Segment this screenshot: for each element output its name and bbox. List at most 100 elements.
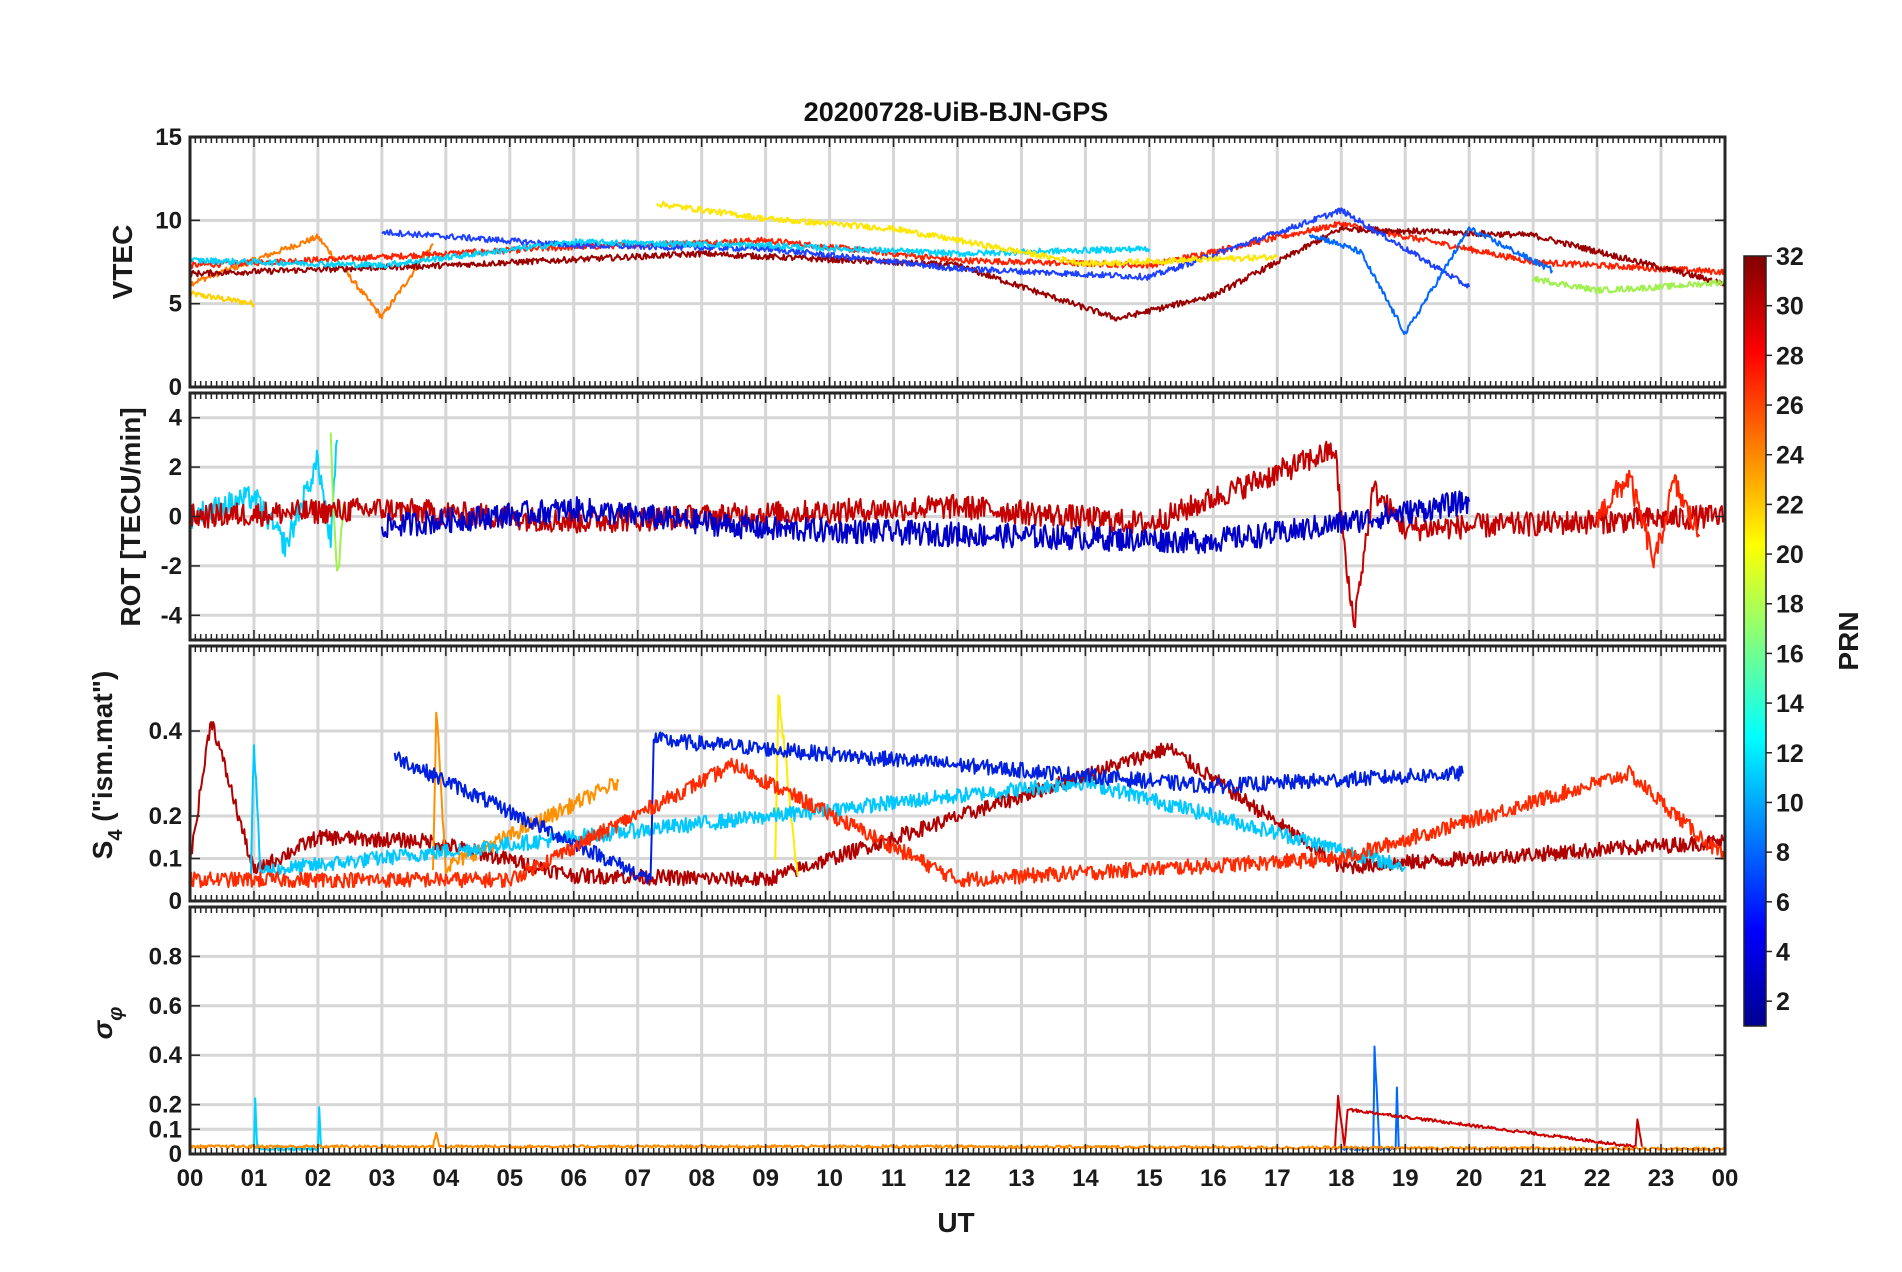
colorbar-tick-label: 14 <box>1776 690 1804 718</box>
series-line <box>1308 226 1554 336</box>
y-tick-label: -4 <box>161 602 183 629</box>
x-tick-label: 18 <box>1328 1165 1355 1192</box>
y-tick-label: 0.8 <box>149 943 182 970</box>
series-line <box>1333 1094 1643 1150</box>
chart-title: 20200728-UiB-BJN-GPS <box>804 97 1109 127</box>
x-tick-label: 14 <box>1072 1165 1099 1192</box>
y-label-sigma-phi: σφ <box>87 1007 127 1040</box>
series-line <box>189 721 1726 888</box>
series-line <box>380 490 1471 555</box>
x-tick-label: 12 <box>944 1165 971 1192</box>
series-line <box>432 711 620 874</box>
x-tick-label: 06 <box>560 1165 587 1192</box>
sigma-phi-panel: 00.10.2 0.4 0.6 0.8 <box>149 905 1727 1168</box>
colorbar-tick-label: 16 <box>1776 640 1804 668</box>
colorbar-tick-label: 18 <box>1776 591 1804 619</box>
x-tick-label: 19 <box>1392 1165 1419 1192</box>
y-tick-label: 0 <box>169 1141 182 1168</box>
x-tick-label: 16 <box>1200 1165 1227 1192</box>
y-tick-label: 0 <box>169 888 182 915</box>
colorbar-tick-label: 22 <box>1776 491 1804 519</box>
x-tick-label: 10 <box>816 1165 843 1192</box>
y-tick-label: 0.4 <box>149 718 183 745</box>
x-tick-label: 09 <box>752 1165 779 1192</box>
x-tick-labels: 00 01 02 03 04 05 06 07 08 09 10 11 12 13 14 15 16 17 18 19… <box>177 1165 1739 1192</box>
series-line <box>189 221 1726 276</box>
y-tick-label: 5 <box>169 291 182 318</box>
series-line <box>1596 469 1701 569</box>
x-tick-label: 13 <box>1008 1165 1035 1192</box>
y-tick-label: 0 <box>169 504 182 531</box>
series-line <box>329 432 345 572</box>
y-label-rot: ROT [TECU/min] <box>115 407 146 626</box>
series-line <box>189 757 1726 889</box>
colorbar-tick-label: 4 <box>1776 938 1790 966</box>
series-line <box>189 440 1726 629</box>
x-tick-label: 21 <box>1520 1165 1547 1192</box>
series-line <box>774 694 799 876</box>
x-tick-label: 00 <box>1712 1165 1739 1192</box>
colorbar-tick-label: 20 <box>1776 541 1804 569</box>
grid <box>190 907 1725 1156</box>
series-line <box>249 744 1406 881</box>
series-line <box>393 731 1464 885</box>
colorbar-tick-label: 6 <box>1776 889 1790 917</box>
x-tick-label: 23 <box>1648 1165 1675 1192</box>
y-tick-label: 10 <box>155 207 182 234</box>
y-tick-label: 4 <box>169 405 183 432</box>
y-label-s4: S4 ("ism.mat") <box>87 671 127 860</box>
y-tick-label: 15 <box>155 124 182 151</box>
colorbar-tick-label: 24 <box>1776 442 1804 470</box>
y-label-vtec: VTEC <box>107 225 138 300</box>
x-tick-label: 17 <box>1264 1165 1291 1192</box>
x-tick-label: 08 <box>688 1165 715 1192</box>
x-tick-label: 00 <box>177 1165 204 1192</box>
tick-marks <box>189 136 1726 388</box>
series-lines <box>189 694 1726 889</box>
x-tick-label: 15 <box>1136 1165 1163 1192</box>
colorbar-tick-label: 30 <box>1776 293 1804 321</box>
x-tick-label: 01 <box>241 1165 268 1192</box>
x-tick-label: 07 <box>624 1165 651 1192</box>
grid <box>190 393 1725 640</box>
y-tick-label: 0.2 <box>149 1092 182 1119</box>
series-line <box>189 238 1151 269</box>
vtec-panel: 0 5 10 15 <box>155 124 1727 401</box>
series-lines <box>189 432 1726 629</box>
s4-panel: 0 0.1 0.2 0.4 <box>149 644 1727 915</box>
x-tick-label: 02 <box>305 1165 332 1192</box>
series-line <box>1341 1045 1400 1152</box>
tick-marks <box>189 393 1726 640</box>
x-axis-label: UT <box>937 1207 974 1238</box>
colorbar-tick-label: 26 <box>1776 392 1804 420</box>
colorbar-gradient <box>1743 255 1767 1027</box>
x-tick-label: 04 <box>432 1165 459 1192</box>
series-line <box>189 233 434 320</box>
y-tick-label: 0.1 <box>149 1116 182 1143</box>
colorbar-tick-label: 28 <box>1776 342 1804 370</box>
colorbar-tick-label: 8 <box>1776 839 1790 867</box>
colorbar-tick-label: 32 <box>1776 243 1804 271</box>
x-tick-label: 22 <box>1584 1165 1611 1192</box>
y-tick-label: 0.6 <box>149 993 182 1020</box>
x-tick-label: 20 <box>1456 1165 1483 1192</box>
x-tick-label: 03 <box>369 1165 396 1192</box>
series-lines <box>189 200 1726 336</box>
tick-marks <box>189 646 1726 902</box>
x-tick-label: 11 <box>881 1165 906 1192</box>
series-line <box>189 225 1726 322</box>
series-line <box>381 207 1471 289</box>
y-tick-label: 0.4 <box>149 1042 183 1069</box>
y-tick-label: 0.2 <box>149 803 182 830</box>
y-tick-label: 2 <box>169 454 182 481</box>
y-tick-label: -2 <box>161 553 182 580</box>
series-line <box>1532 275 1726 295</box>
colorbar-tick-label: 10 <box>1776 789 1804 817</box>
colorbar-tick-label: 2 <box>1776 988 1790 1016</box>
tick-marks <box>189 907 1726 1155</box>
y-tick-label: 0 <box>169 374 182 401</box>
y-tick-label: 0.1 <box>149 846 182 873</box>
series-line <box>656 200 1278 268</box>
